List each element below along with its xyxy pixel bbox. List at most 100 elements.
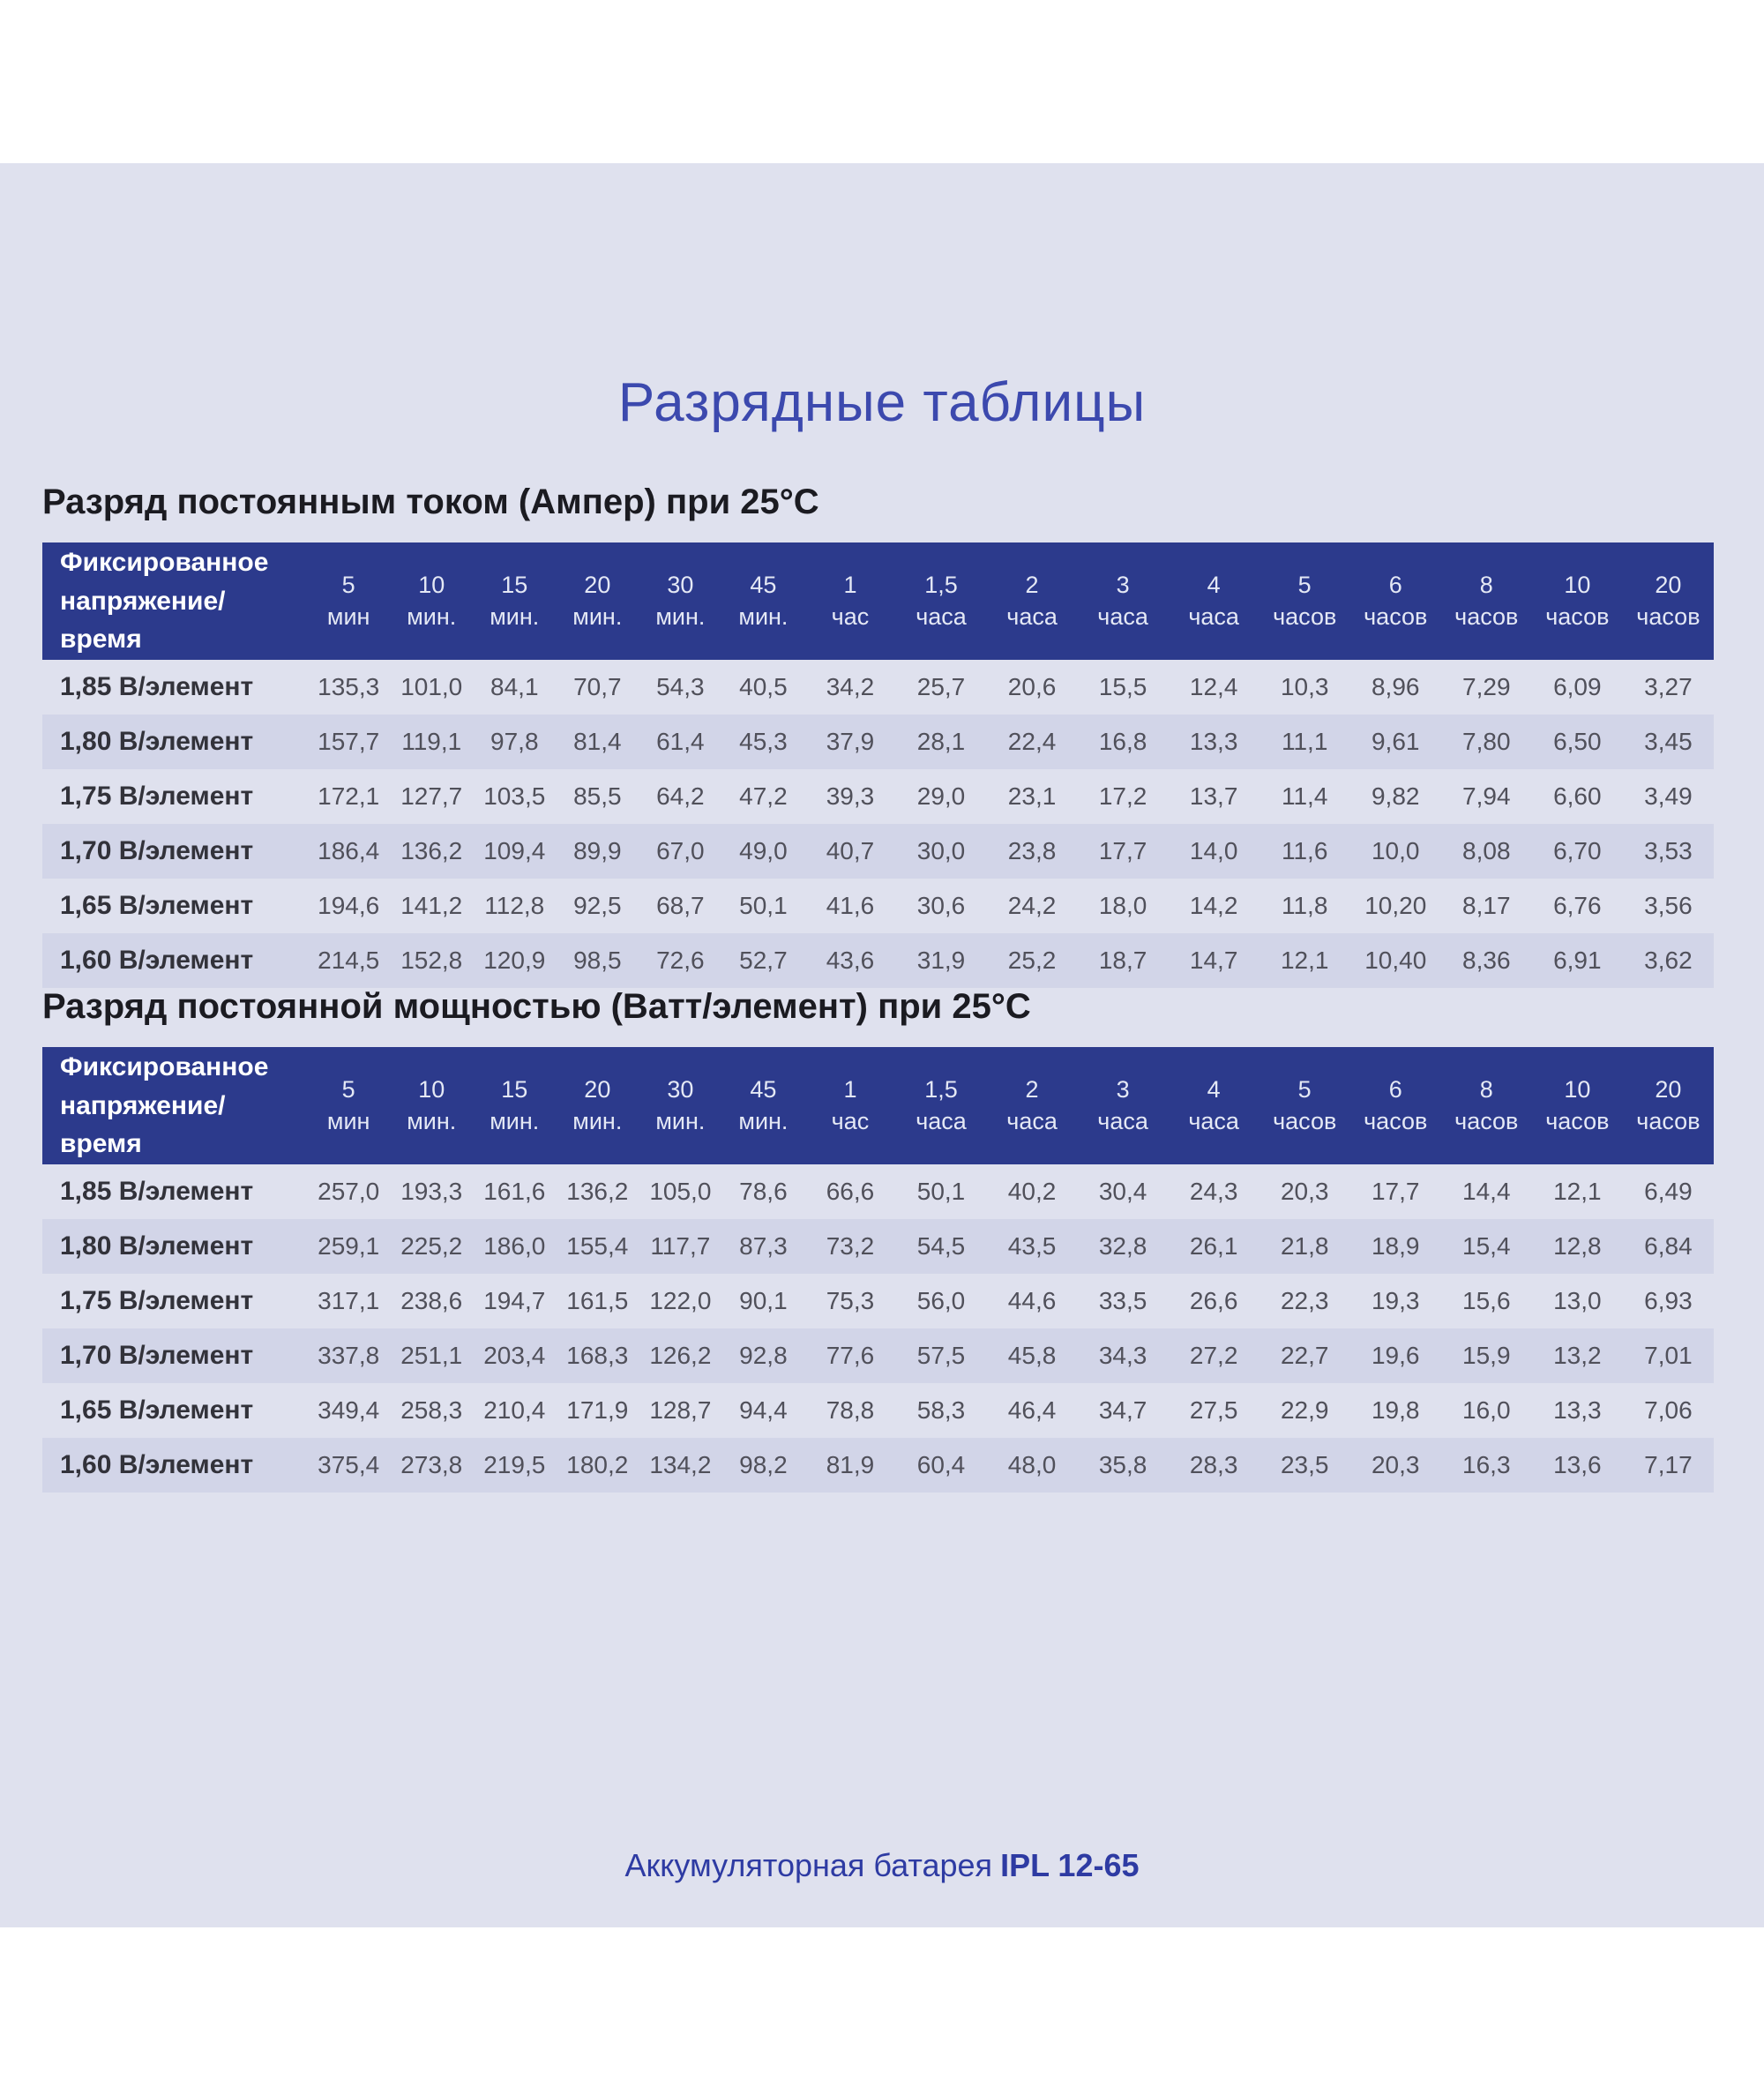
- value-cell: 41,6: [826, 891, 875, 919]
- time-unit: часа: [1097, 603, 1148, 631]
- table-body: 1,85 В/элемент 135,3 101,0 84,1 70,7 54,3 40,5…: [42, 660, 1714, 988]
- value-cell: 13,6: [1553, 1450, 1602, 1478]
- time-column-header: 1,5 часа: [895, 542, 987, 660]
- value-cell: 50,1: [739, 891, 788, 919]
- time-value: 3: [1116, 571, 1130, 598]
- time-unit: мин.: [738, 1108, 789, 1135]
- section-heading-constant-current-amps: Разряд постоянным током (Ампер) при 25°C: [42, 483, 819, 521]
- value-cell: 349,4: [318, 1395, 380, 1424]
- value-cell: 28,3: [1189, 1450, 1238, 1478]
- value-cell: 39,3: [826, 782, 875, 810]
- value-cell: 6,76: [1553, 891, 1602, 919]
- time-unit: часа: [1188, 603, 1239, 631]
- value-cell: 16,8: [1098, 727, 1147, 755]
- value-cell: 112,8: [484, 891, 545, 919]
- value-cell: 273,8: [400, 1450, 463, 1478]
- value-cell: 238,6: [400, 1286, 463, 1314]
- value-cell: 214,5: [318, 946, 380, 974]
- value-cell: 78,8: [826, 1395, 875, 1424]
- time-value: 5: [1297, 571, 1312, 598]
- value-cell: 24,3: [1189, 1177, 1238, 1205]
- value-cell: 3,49: [1644, 782, 1693, 810]
- time-column-header: 20 часов: [1622, 1047, 1714, 1164]
- value-cell: 20,3: [1280, 1177, 1329, 1205]
- value-cell: 6,50: [1553, 727, 1602, 755]
- value-cell: 75,3: [826, 1286, 875, 1314]
- value-cell: 6,70: [1553, 836, 1602, 864]
- value-cell: 81,4: [573, 727, 622, 755]
- value-cell: 6,09: [1553, 672, 1602, 700]
- battery-model: IPL 12-65: [1000, 1847, 1140, 1883]
- time-column-header: 20 мин.: [556, 1047, 639, 1164]
- value-cell: 210,4: [483, 1395, 546, 1424]
- value-cell: 127,7: [400, 782, 463, 810]
- value-cell: 8,96: [1371, 672, 1420, 700]
- value-cell: 172,1: [318, 782, 380, 810]
- value-cell: 11,8: [1281, 891, 1328, 919]
- table-row: 1,80 В/элемент 259,1 225,2 186,0 155,4 117,7 8…: [42, 1218, 1714, 1274]
- value-cell: 44,6: [1007, 1286, 1057, 1314]
- value-cell: 6,84: [1644, 1231, 1693, 1260]
- time-value: 30: [667, 571, 694, 598]
- row-label: 1,85 В/элемент: [60, 671, 254, 701]
- time-value: 20: [584, 1075, 611, 1103]
- time-unit: мин.: [490, 603, 540, 631]
- value-cell: 70,7: [573, 672, 622, 700]
- value-cell: 19,8: [1371, 1395, 1420, 1424]
- value-cell: 337,8: [318, 1341, 380, 1369]
- time-unit: часов: [1364, 603, 1428, 631]
- value-cell: 22,4: [1007, 727, 1057, 755]
- value-cell: 101,0: [400, 672, 463, 700]
- value-cell: 14,0: [1189, 836, 1238, 864]
- value-cell: 8,08: [1462, 836, 1511, 864]
- table-header: Фиксированное напряжение/время 5 мин 10 мин.…: [42, 1047, 1714, 1164]
- value-cell: 26,1: [1189, 1231, 1238, 1260]
- corner-header-fixed-voltage-time: Фиксированное напряжение/время: [42, 1047, 308, 1164]
- value-cell: 18,7: [1098, 946, 1147, 974]
- time-value: 15: [501, 571, 528, 598]
- value-cell: 180,2: [566, 1450, 629, 1478]
- value-cell: 34,2: [826, 672, 875, 700]
- value-cell: 17,2: [1098, 782, 1147, 810]
- time-value: 45: [750, 571, 777, 598]
- value-cell: 9,61: [1371, 727, 1420, 755]
- row-label: 1,70 В/элемент: [60, 835, 254, 865]
- time-unit: часа: [916, 603, 967, 631]
- value-cell: 8,17: [1462, 891, 1511, 919]
- value-cell: 155,4: [566, 1231, 629, 1260]
- value-cell: 66,6: [826, 1177, 875, 1205]
- table-header: Фиксированное напряжение/время 5 мин 10 мин.…: [42, 542, 1714, 660]
- time-value: 1,5: [924, 1075, 958, 1103]
- time-column-header: 20 мин.: [556, 542, 639, 660]
- value-cell: 14,7: [1189, 946, 1238, 974]
- value-cell: 25,7: [916, 672, 966, 700]
- time-unit: часов: [1273, 1108, 1337, 1135]
- value-cell: 16,3: [1462, 1450, 1511, 1478]
- time-value: 45: [750, 1075, 777, 1103]
- time-column-header: 1,5 часа: [895, 1047, 987, 1164]
- value-cell: 15,9: [1462, 1341, 1511, 1369]
- value-cell: 12,1: [1553, 1177, 1602, 1205]
- time-unit: часов: [1636, 1108, 1700, 1135]
- row-label: 1,85 В/элемент: [60, 1176, 254, 1206]
- value-cell: 40,2: [1007, 1177, 1057, 1205]
- row-label: 1,65 В/элемент: [60, 890, 254, 920]
- value-cell: 9,82: [1371, 782, 1420, 810]
- value-cell: 20,6: [1007, 672, 1057, 700]
- row-label: 1,75 В/элемент: [60, 1285, 254, 1315]
- value-cell: 67,0: [656, 836, 705, 864]
- value-cell: 161,5: [566, 1286, 629, 1314]
- value-cell: 186,4: [318, 836, 380, 864]
- value-cell: 15,4: [1462, 1231, 1511, 1260]
- value-cell: 47,2: [739, 782, 788, 810]
- time-value: 4: [1207, 571, 1221, 598]
- time-unit: мин.: [738, 603, 789, 631]
- corner-header-fixed-voltage-time: Фиксированное напряжение/время: [42, 542, 308, 660]
- value-cell: 43,6: [826, 946, 875, 974]
- value-cell: 135,3: [318, 672, 380, 700]
- time-unit: часа: [1006, 1108, 1058, 1135]
- time-column-header: 3 часа: [1077, 542, 1169, 660]
- value-cell: 7,06: [1644, 1395, 1693, 1424]
- value-cell: 46,4: [1007, 1395, 1057, 1424]
- time-value: 20: [1655, 571, 1682, 598]
